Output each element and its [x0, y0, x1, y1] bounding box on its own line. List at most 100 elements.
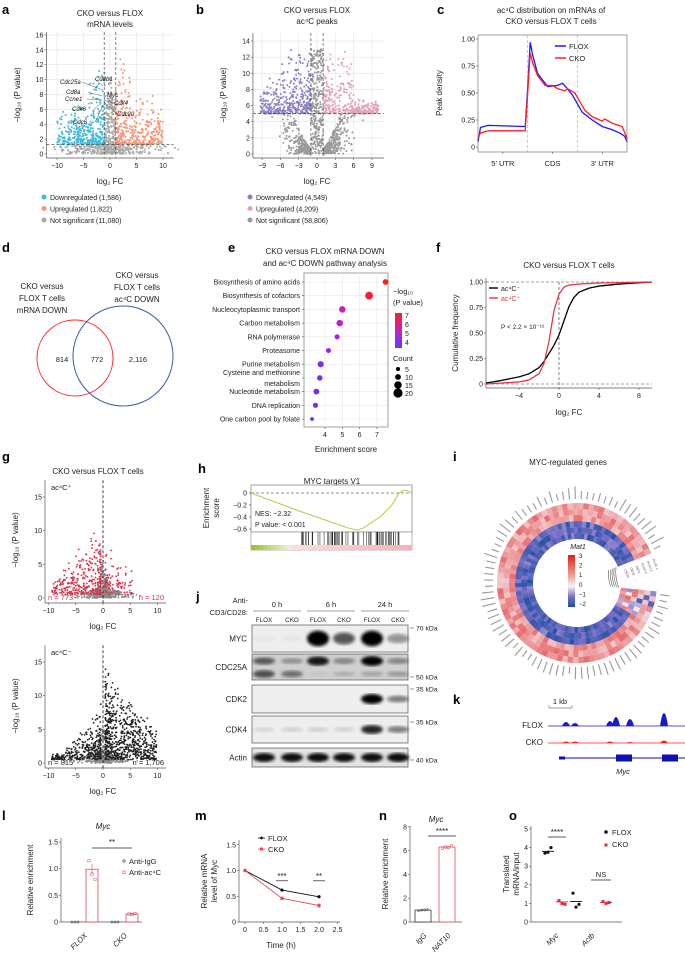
- point-downregulated: [60, 130, 63, 133]
- point-downregulated: [280, 72, 283, 75]
- point-downregulated: [297, 72, 300, 75]
- x-tick-label: 9: [370, 163, 374, 170]
- point-downregulated: [79, 131, 82, 134]
- point-highlight: [51, 755, 54, 758]
- point-not-significant: [327, 144, 330, 147]
- y-tick-label: 0.75: [461, 64, 475, 71]
- point-downregulated: [263, 99, 266, 102]
- point-downregulated: [86, 139, 89, 142]
- point-highlight: [96, 581, 99, 584]
- point-highlight: [104, 583, 107, 586]
- point-not-significant: [301, 138, 304, 141]
- point-not-significant: [112, 132, 115, 135]
- point-downregulated: [89, 138, 92, 141]
- point-downregulated: [90, 114, 93, 117]
- point-downregulated: [282, 71, 285, 74]
- point-upregulated: [134, 116, 137, 119]
- point-upregulated: [324, 96, 327, 99]
- point-upregulated: [325, 81, 328, 84]
- point-downregulated: [284, 110, 287, 113]
- point-not-significant: [111, 152, 114, 155]
- point-downregulated: [295, 74, 298, 77]
- point-not-significant: [108, 141, 111, 144]
- point-upregulated: [128, 81, 131, 84]
- point-not-significant: [108, 135, 111, 138]
- point-upregulated: [151, 95, 154, 98]
- point-downregulated: [65, 141, 68, 144]
- x-tick-label: −4: [515, 393, 523, 400]
- point-highlight: [129, 709, 132, 712]
- point-upregulated: [329, 57, 332, 60]
- point-upregulated: [345, 91, 348, 94]
- point-not-significant: [317, 142, 320, 145]
- point-highlight: [87, 747, 90, 750]
- point-highlight: [73, 576, 76, 579]
- point-downregulated: [101, 133, 104, 136]
- point-not-significant: [313, 120, 316, 123]
- point-upregulated: [121, 114, 124, 117]
- point-highlight: [84, 589, 87, 592]
- point-downregulated: [73, 114, 76, 117]
- point-downregulated: [272, 81, 275, 84]
- point-not-significant: [312, 125, 315, 128]
- point-not-significant: [53, 148, 56, 151]
- point-not-significant: [92, 149, 95, 152]
- pathway-dot: [339, 306, 346, 313]
- point-not-significant: [303, 147, 306, 150]
- point-not-significant: [320, 58, 323, 61]
- size-legend-dot: [394, 381, 402, 389]
- point-upregulated: [128, 127, 131, 130]
- point-downregulated: [303, 76, 306, 79]
- venn-count: 2,116: [129, 355, 147, 364]
- point-highlight: [72, 745, 75, 748]
- point-highlight: [76, 563, 79, 566]
- point-upregulated: [133, 120, 136, 123]
- point-upregulated: [357, 103, 360, 106]
- point-not-significant: [343, 140, 346, 143]
- point-not-significant: [319, 145, 322, 148]
- point-downregulated: [271, 99, 274, 102]
- point-highlight: [75, 581, 78, 584]
- point-not-significant: [315, 111, 318, 114]
- point-not-significant: [313, 61, 316, 64]
- panel-letter-j: j: [195, 589, 200, 604]
- point-upregulated: [376, 107, 379, 110]
- point-highlight: [108, 580, 111, 583]
- set-label: FLOX T cells: [19, 294, 65, 303]
- point-not-significant: [286, 130, 289, 133]
- point-highlight: [72, 571, 75, 573]
- point-highlight: [95, 556, 98, 559]
- gene-label-leader: [93, 102, 103, 110]
- point-upregulated: [323, 95, 326, 98]
- point-downregulated: [301, 62, 304, 65]
- point-downregulated: [267, 108, 270, 111]
- point-highlight: [73, 586, 76, 589]
- point-downregulated: [304, 94, 307, 97]
- point-not-significant: [283, 124, 286, 127]
- point-not-significant: [93, 150, 96, 153]
- panel-letter-m: m: [195, 808, 207, 823]
- point-not-significant: [302, 149, 305, 152]
- point-downregulated: [81, 108, 84, 111]
- point-not-significant: [313, 126, 316, 129]
- point-upregulated: [338, 107, 341, 110]
- point-downregulated: [268, 77, 271, 80]
- point-downregulated: [84, 133, 87, 136]
- point-downregulated: [262, 110, 265, 113]
- point-not-significant: [313, 53, 316, 56]
- point-downregulated: [92, 132, 95, 135]
- point-not-significant: [101, 148, 104, 151]
- point-downregulated: [262, 97, 265, 100]
- gene-label: Cdc6: [73, 120, 88, 126]
- gene-label-leader: [86, 98, 103, 101]
- point-highlight: [77, 578, 79, 580]
- point-highlight: [117, 581, 120, 584]
- point-not-significant: [313, 114, 316, 117]
- point-upregulated: [328, 91, 331, 94]
- point-not-significant: [314, 132, 317, 135]
- point-downregulated: [71, 136, 74, 139]
- point-not-significant: [110, 86, 113, 89]
- point-upregulated: [121, 76, 124, 79]
- point-not-significant: [174, 146, 177, 149]
